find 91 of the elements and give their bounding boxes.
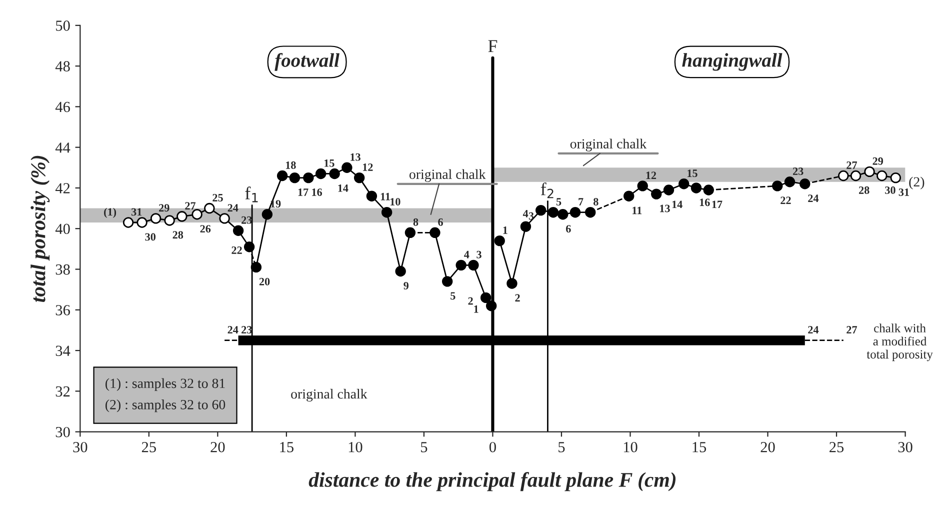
annotation: 12 [362, 164, 373, 171]
x-tick-label: 5 [558, 442, 565, 452]
annotation: 17 [712, 200, 722, 208]
annotation: (1) [104, 208, 116, 218]
ref-line-label: f$_{2}$ [540, 182, 554, 198]
annotation: 3 [476, 250, 482, 258]
y-tick-label: 36 [56, 305, 70, 316]
annotation: 2 [515, 294, 520, 302]
annotation: original chalk [291, 388, 368, 402]
y-tick-label: 46 [55, 102, 70, 112]
annotation: 12 [646, 172, 656, 179]
annotation: 11 [380, 192, 390, 200]
annotation: 24 [808, 194, 819, 202]
annotation: 10 [390, 198, 400, 206]
y-tick-label: 48 [55, 61, 70, 72]
annotation: 9 [404, 282, 409, 290]
y-tick-label: 34 [56, 346, 70, 356]
annotation: 5 [450, 292, 456, 300]
annotation: chalk with a modified total porosity [866, 324, 933, 362]
x-tick-label: 5 [421, 442, 428, 452]
x-tick-label: 15 [692, 442, 706, 452]
annotation: 27 [185, 202, 196, 210]
annotation: 6 [438, 218, 443, 226]
annotation: 4 [464, 250, 470, 258]
annotation: 17 [298, 188, 308, 196]
annotation: 22 [232, 246, 242, 254]
y-tick-label: 38 [56, 264, 70, 275]
ref-line-label: f$_{1}$ [245, 186, 258, 202]
x-tick-label: 15 [280, 442, 294, 452]
x-tick-label: 20 [210, 442, 225, 452]
text: (2) [909, 176, 924, 190]
annotation: 13 [350, 153, 360, 161]
annotation: 24 [808, 326, 819, 334]
x-tick-label: 25 [142, 442, 156, 452]
y-tick-label: 42 [55, 183, 70, 194]
annotation: 7 [578, 198, 584, 206]
annotation: 29 [872, 157, 884, 165]
annotation: 15 [688, 170, 698, 178]
annotation: 14 [672, 200, 682, 208]
annotation: 4 [522, 210, 528, 218]
annotation: 5 [556, 198, 562, 206]
x-tick-label: 30 [898, 442, 912, 452]
annotation: 25 [212, 194, 223, 202]
annotation: 27 [846, 161, 858, 169]
y-tick-label: 44 [55, 142, 70, 153]
ref-line-label: F [488, 40, 498, 52]
annotation: 20 [259, 278, 270, 286]
annotation: 26 [200, 225, 211, 233]
annotation: 8 [413, 218, 418, 226]
annotation: 2 [468, 297, 473, 305]
annotation: original chalk [570, 138, 647, 152]
x-tick-label: 10 [348, 442, 362, 452]
annotation: 6 [566, 225, 571, 233]
annotation: 1 [474, 305, 478, 313]
annotation: 31 [131, 208, 142, 216]
annotation: 29 [159, 204, 170, 212]
annotation: 28 [859, 186, 870, 194]
annotation: 22 [780, 196, 791, 204]
x-tick-label: 10 [624, 442, 638, 452]
annotation: 1 [503, 226, 508, 234]
annotation: 24 [228, 204, 238, 212]
x-tick-label: 20 [760, 442, 775, 452]
annotation: 11 [632, 206, 642, 214]
y-tick-label: 40 [55, 224, 70, 234]
annotation: footwall [274, 53, 340, 71]
y-axis-title: total porosity (%) [30, 156, 50, 302]
annotation: 23 [793, 168, 804, 176]
annotation: (1) : samples 32 to 81 (2) : samples 32 to 60 [106, 378, 226, 412]
annotation: 15 [324, 159, 334, 167]
annotation: 14 [338, 184, 348, 192]
annotation: 30 [885, 186, 896, 194]
annotation: 3 [528, 212, 534, 220]
annotation: 27 [846, 326, 858, 334]
annotation: 28 [172, 231, 184, 239]
annotation: 16 [312, 188, 322, 196]
x-tick-label: 0 [489, 442, 496, 452]
annotation: 13 [660, 204, 670, 212]
y-tick-label: 32 [56, 386, 70, 397]
annotation: 16 [700, 198, 710, 206]
annotation: hangingwall [682, 53, 782, 71]
annotation: original chalk [409, 169, 486, 182]
annotation: 31 [898, 188, 909, 196]
y-tick-label: 50 [56, 20, 70, 31]
x-tick-label: 30 [73, 442, 88, 452]
annotation: 24 [228, 326, 238, 334]
x-tick-label: 25 [830, 442, 844, 452]
annotation: 8 [594, 198, 598, 206]
y-tick-label: 30 [56, 426, 70, 438]
annotation: 30 [145, 233, 156, 241]
annotation: 18 [286, 161, 296, 169]
x-axis-title: distance to the principal fault plane F (cm) [308, 472, 676, 492]
